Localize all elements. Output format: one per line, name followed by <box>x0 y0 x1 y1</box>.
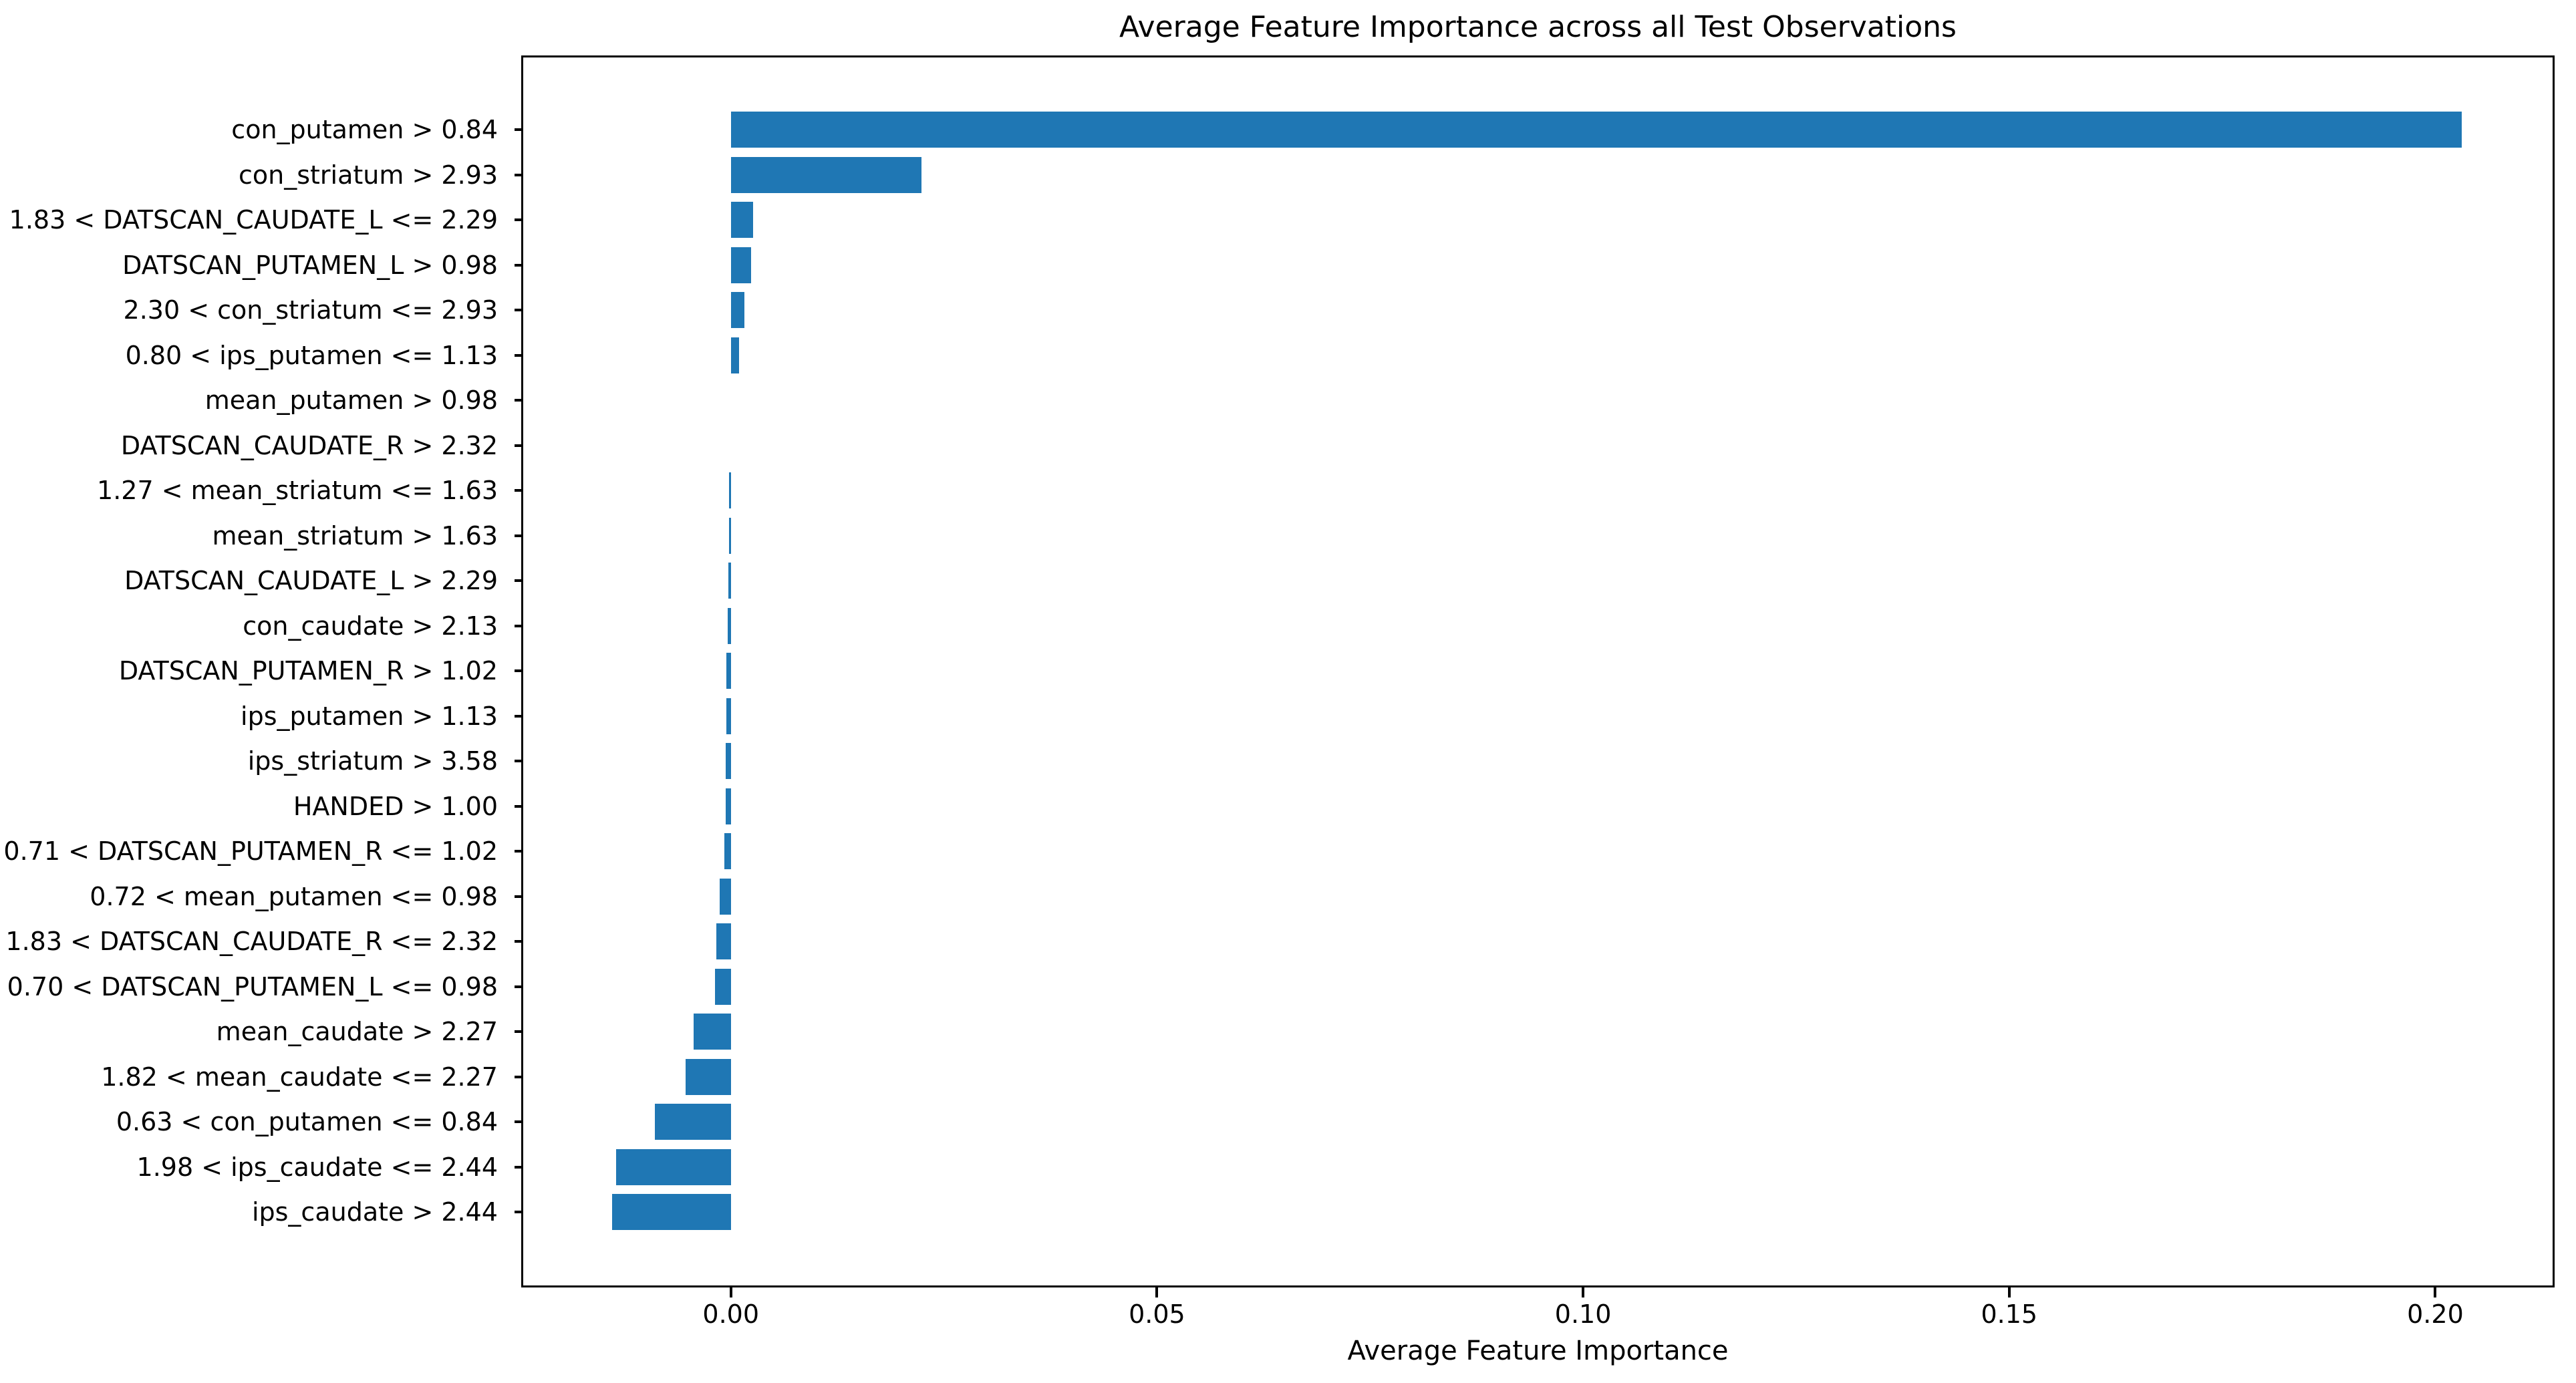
y-tick <box>515 850 521 853</box>
y-axis-label: 0.63 < con_putamen <= 0.84 <box>116 1107 498 1136</box>
y-tick <box>515 489 521 492</box>
y-tick <box>515 895 521 898</box>
x-tick-label: 0.05 <box>1129 1299 1185 1329</box>
y-tick <box>515 1120 521 1123</box>
y-tick <box>515 353 521 357</box>
y-tick <box>515 1165 521 1169</box>
y-axis-label: 1.98 < ips_caudate <= 2.44 <box>136 1152 498 1182</box>
x-tick <box>1582 1287 1585 1297</box>
y-axis-label: 0.72 < mean_putamen <= 0.98 <box>90 881 498 911</box>
y-tick <box>515 985 521 988</box>
plot-area <box>521 55 2555 1287</box>
bar <box>726 743 731 779</box>
y-axis-label: HANDED > 1.00 <box>293 791 498 821</box>
y-axis-label: 0.80 < ips_putamen <= 1.13 <box>125 340 498 370</box>
y-axis-label: 2.30 < con_striatum <= 2.93 <box>123 295 498 325</box>
x-tick <box>2007 1287 2011 1297</box>
y-tick <box>515 760 521 762</box>
bar <box>729 472 731 508</box>
y-axis-label: DATSCAN_PUTAMEN_R > 1.02 <box>118 656 498 685</box>
x-tick-label: 0.00 <box>702 1299 760 1329</box>
bar <box>686 1058 731 1095</box>
y-tick <box>515 579 521 582</box>
y-tick <box>515 534 521 537</box>
bar <box>724 833 731 869</box>
bar <box>612 1194 731 1230</box>
y-axis-label: 0.70 < DATSCAN_PUTAMEN_L <= 0.98 <box>7 971 498 1002</box>
bar <box>730 292 745 328</box>
bar <box>693 1014 731 1050</box>
y-tick <box>515 804 521 808</box>
y-axis-label: DATSCAN_CAUDATE_R > 2.32 <box>120 430 498 460</box>
bar <box>730 337 740 373</box>
y-tick <box>515 128 521 131</box>
x-tick-label: 0.20 <box>2407 1299 2464 1329</box>
y-axis-label: con_caudate > 2.13 <box>243 611 498 641</box>
x-tick <box>1155 1287 1159 1297</box>
bar <box>726 653 731 689</box>
x-tick-label: 0.10 <box>1554 1299 1612 1329</box>
y-axis-label: ips_striatum > 3.58 <box>247 746 498 776</box>
y-tick <box>515 444 521 447</box>
x-tick <box>729 1287 732 1297</box>
y-axis-label: ips_caudate > 2.44 <box>251 1197 498 1227</box>
x-tick-label: 0.15 <box>1981 1299 2038 1329</box>
y-tick <box>515 309 521 311</box>
bar <box>728 563 731 599</box>
x-axis-title: Average Feature Importance <box>1347 1336 1729 1366</box>
y-axis-label: DATSCAN_PUTAMEN_L > 0.98 <box>122 250 498 280</box>
bar <box>730 202 753 238</box>
bar <box>726 698 731 734</box>
bar <box>716 923 731 959</box>
bar <box>726 788 731 824</box>
bar <box>729 517 731 554</box>
y-tick <box>515 669 521 672</box>
bar <box>714 968 731 1005</box>
y-axis-label: con_striatum > 2.93 <box>239 160 498 190</box>
bar <box>730 112 2462 148</box>
bar <box>720 878 731 915</box>
bar <box>730 156 922 193</box>
y-tick <box>515 624 521 627</box>
y-tick <box>515 1030 521 1033</box>
y-axis-label: 1.82 < mean_caudate <= 2.27 <box>101 1062 498 1092</box>
y-tick <box>515 1211 521 1213</box>
y-axis-label: DATSCAN_CAUDATE_L > 2.29 <box>124 566 498 595</box>
chart-title: Average Feature Importance across all Te… <box>1119 10 1957 44</box>
y-axis-label: mean_putamen > 0.98 <box>204 386 498 415</box>
y-axis-label: mean_caudate > 2.27 <box>216 1017 498 1046</box>
y-axis-label: 1.83 < DATSCAN_CAUDATE_L <= 2.29 <box>9 205 498 235</box>
y-tick <box>515 940 521 943</box>
y-axis-label: 0.71 < DATSCAN_PUTAMEN_R <= 1.02 <box>3 836 498 866</box>
y-axis-label: 1.27 < mean_striatum <= 1.63 <box>97 476 498 505</box>
bar <box>615 1148 731 1185</box>
bar <box>730 247 752 283</box>
y-axis-label: mean_striatum > 1.63 <box>212 520 498 551</box>
x-tick <box>2434 1287 2437 1297</box>
y-tick <box>515 714 521 718</box>
y-tick <box>515 1075 521 1078</box>
y-tick <box>515 263 521 267</box>
y-axis-label: ips_putamen > 1.13 <box>241 701 498 731</box>
y-axis-label: con_putamen > 0.84 <box>231 115 498 144</box>
y-tick <box>515 173 521 176</box>
bar <box>727 607 731 644</box>
bar <box>655 1104 731 1140</box>
y-axis-label: 1.83 < DATSCAN_CAUDATE_R <= 2.32 <box>5 927 498 956</box>
y-tick <box>515 399 521 402</box>
y-tick <box>515 218 521 221</box>
